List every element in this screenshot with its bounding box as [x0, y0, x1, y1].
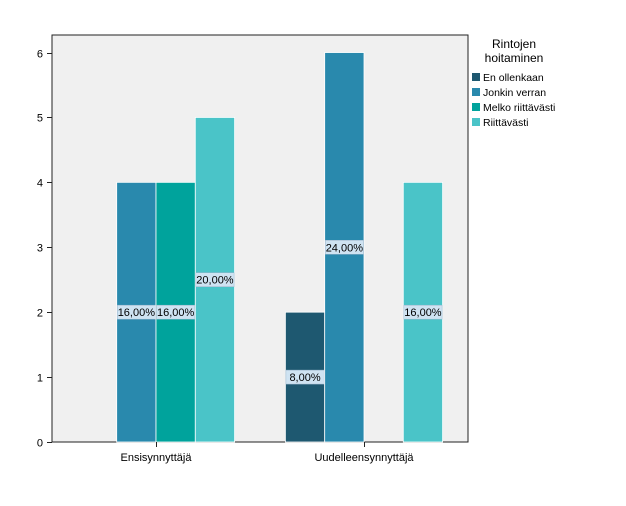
y-tick-label: 2	[37, 308, 43, 320]
data-label-box	[195, 272, 235, 287]
legend-swatch	[472, 88, 480, 96]
legend-label: En ollenkaan	[483, 72, 544, 84]
y-tick-label: 3	[37, 243, 43, 255]
legend-swatch	[472, 103, 480, 111]
data-label: 20,00%	[196, 275, 234, 287]
y-tick-label: 5	[37, 113, 43, 125]
data-label-box	[403, 304, 443, 320]
legend-label: Jonkin verran	[483, 87, 546, 99]
legend-title: Rintojen	[492, 37, 536, 51]
data-label-box	[116, 304, 156, 320]
legend-label: Melko riittävästi	[483, 102, 555, 114]
x-tick-label: Uudelleensynnyttäjä	[314, 452, 414, 464]
legend-title: hoitaminen	[485, 51, 544, 65]
data-label: 24,00%	[326, 242, 364, 254]
legend-swatch	[472, 73, 480, 81]
y-tick-label: 4	[37, 178, 43, 190]
data-label: 16,00%	[404, 307, 442, 319]
data-label: 16,00%	[118, 307, 156, 319]
legend-label: Riittävästi	[483, 117, 529, 129]
y-tick-label: 6	[37, 49, 43, 61]
x-tick-label: Ensisynnyttäjä	[121, 452, 193, 464]
data-label-box	[285, 369, 325, 385]
data-label: 8,00%	[289, 372, 320, 384]
data-label-box	[324, 240, 364, 255]
data-label-box	[156, 304, 196, 320]
y-tick-label: 1	[37, 373, 43, 385]
legend-swatch	[472, 118, 480, 126]
data-label: 16,00%	[157, 307, 195, 319]
y-tick-label: 0	[37, 438, 43, 450]
